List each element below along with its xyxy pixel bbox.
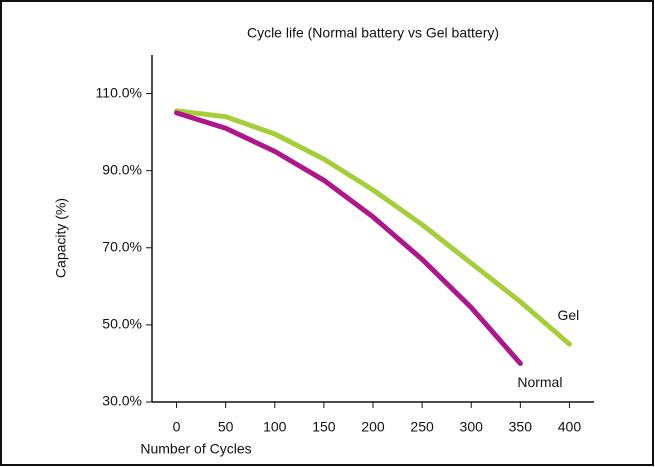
x-tick-label: 350 (509, 419, 533, 435)
x-tick-label: 200 (361, 419, 385, 435)
x-tick-label: 100 (263, 419, 287, 435)
x-tick-label: 50 (218, 419, 234, 435)
x-tick-label: 150 (312, 419, 336, 435)
chart-title: Cycle life (Normal battery vs Gel batter… (247, 25, 499, 41)
y-tick-label: 30.0% (102, 393, 142, 409)
x-tick-label: 300 (460, 419, 484, 435)
y-tick-label: 50.0% (102, 316, 142, 332)
series-line (174, 110, 523, 366)
series-line (174, 108, 572, 347)
series-label: Gel (557, 307, 579, 323)
series-label: Normal (517, 374, 562, 390)
y-axis-label: Capacity (%) (53, 198, 69, 278)
y-tick-label: 110.0% (96, 84, 142, 100)
y-tick-label: 70.0% (102, 238, 142, 254)
x-tick-label: 0 (173, 419, 181, 435)
y-tick-label: 90.0% (102, 161, 142, 177)
x-tick-label: 400 (558, 419, 582, 435)
x-tick-label: 250 (410, 419, 434, 435)
x-axis-label: Number of Cycles (140, 441, 251, 457)
